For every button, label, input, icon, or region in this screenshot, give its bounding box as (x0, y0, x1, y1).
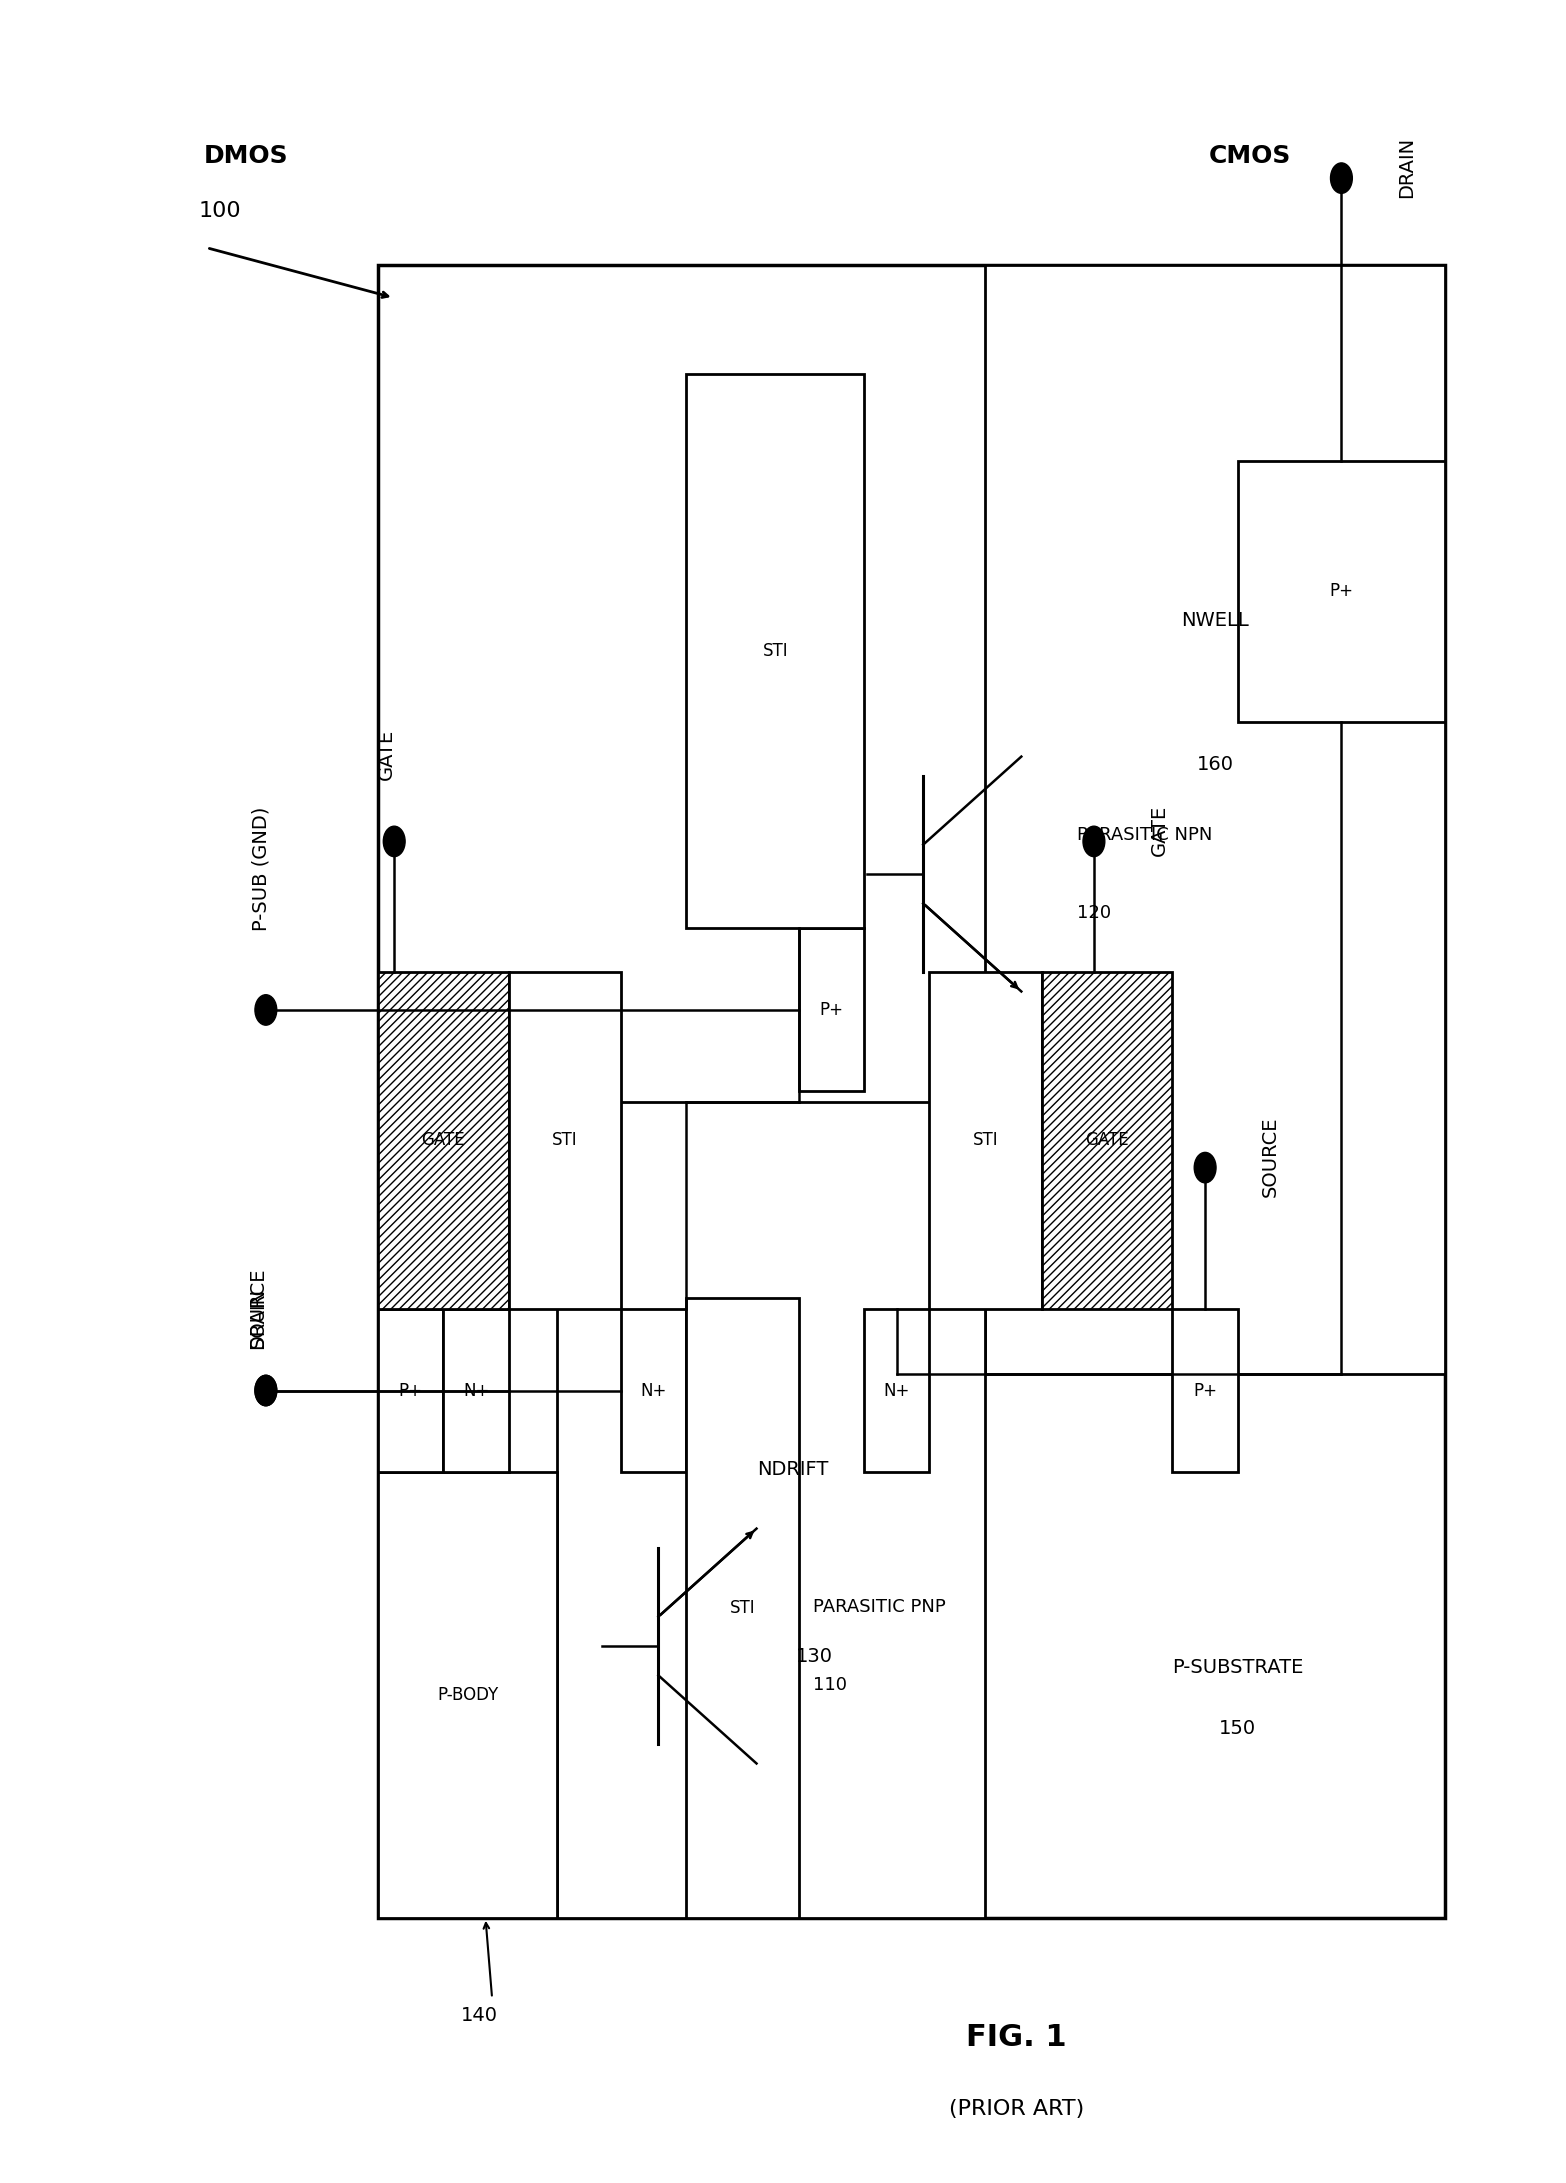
Circle shape (255, 1375, 277, 1406)
Text: STI: STI (553, 1131, 578, 1150)
Bar (686, 1299, 799, 1919)
Text: N+: N+ (883, 1382, 910, 1399)
Bar (557, 1102, 985, 1919)
Bar (377, 1471, 557, 1919)
Text: P+: P+ (1330, 583, 1353, 600)
Bar (377, 971, 509, 1310)
Text: 100: 100 (199, 201, 241, 220)
Text: PARASITIC PNP: PARASITIC PNP (813, 1598, 946, 1615)
Bar (509, 971, 622, 1310)
Bar (1237, 461, 1445, 723)
Circle shape (384, 825, 406, 856)
Circle shape (255, 1375, 277, 1406)
Bar (799, 928, 864, 1092)
Bar (929, 971, 1041, 1310)
Bar (686, 373, 864, 928)
Text: 160: 160 (1196, 755, 1234, 773)
Bar (1041, 971, 1173, 1310)
Text: DRAIN: DRAIN (249, 1288, 268, 1349)
Circle shape (1331, 164, 1353, 194)
Text: GATE: GATE (1149, 806, 1168, 856)
Text: P+: P+ (819, 1002, 843, 1019)
Bar (1173, 1310, 1237, 1471)
Text: P-SUBSTRATE: P-SUBSTRATE (1173, 1659, 1304, 1677)
Text: NDRIFT: NDRIFT (756, 1460, 828, 1478)
Bar (377, 1310, 443, 1471)
Text: DMOS: DMOS (204, 144, 288, 168)
Text: 120: 120 (1077, 904, 1112, 921)
Circle shape (1195, 1153, 1217, 1183)
Text: NWELL: NWELL (1181, 611, 1250, 629)
Text: SOURCE: SOURCE (249, 1268, 268, 1349)
Text: P-BODY: P-BODY (437, 1685, 498, 1705)
Text: P+: P+ (1193, 1382, 1217, 1399)
Text: GATE: GATE (377, 729, 396, 779)
Text: (PRIOR ART): (PRIOR ART) (949, 2100, 1084, 2120)
Text: P+: P+ (399, 1382, 423, 1399)
Text: STI: STI (730, 1598, 755, 1618)
Text: GATE: GATE (421, 1131, 465, 1150)
Circle shape (255, 995, 277, 1026)
Text: STI: STI (763, 642, 788, 659)
Circle shape (1084, 825, 1106, 856)
Text: 150: 150 (1220, 1720, 1256, 1738)
Text: SOURCE: SOURCE (1261, 1116, 1279, 1196)
Text: 140: 140 (460, 2006, 498, 2026)
Text: GATE: GATE (1085, 1131, 1129, 1150)
Text: PARASITIC NPN: PARASITIC NPN (1077, 825, 1212, 845)
Bar (377, 264, 1445, 1919)
Text: P-SUB (GND): P-SUB (GND) (252, 806, 271, 930)
Text: DRAIN: DRAIN (1397, 138, 1416, 199)
Text: N+: N+ (464, 1382, 489, 1399)
Bar (985, 264, 1445, 1375)
Text: N+: N+ (640, 1382, 667, 1399)
Text: 130: 130 (796, 1648, 833, 1666)
Text: STI: STI (972, 1131, 998, 1150)
Bar (864, 1310, 929, 1471)
Text: 110: 110 (813, 1677, 847, 1694)
Bar (622, 1310, 686, 1471)
Bar (443, 1310, 509, 1471)
Text: CMOS: CMOS (1209, 144, 1292, 168)
Text: FIG. 1: FIG. 1 (966, 2024, 1066, 2052)
